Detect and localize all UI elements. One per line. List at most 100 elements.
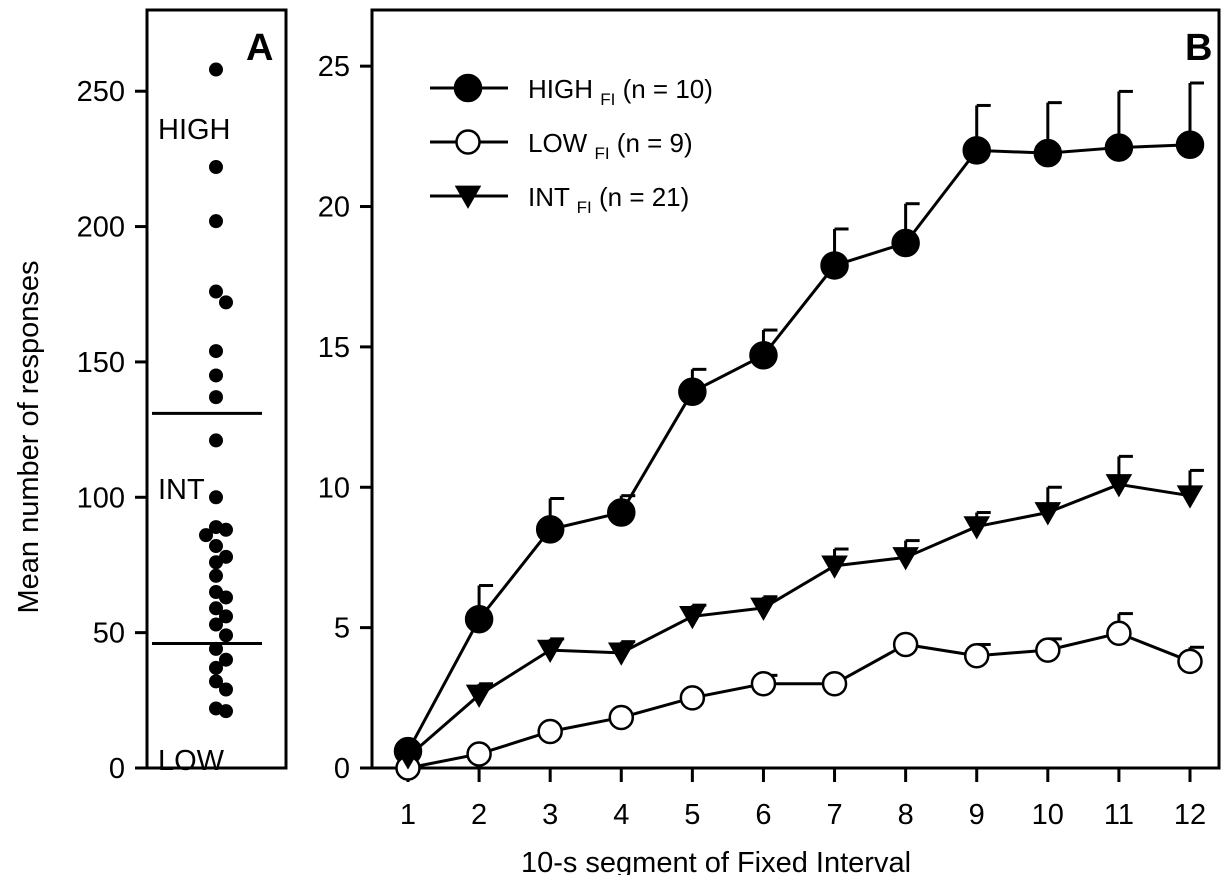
legend-item: INT FI (n = 21) — [430, 182, 689, 217]
data-point — [963, 516, 991, 540]
data-point — [891, 228, 920, 258]
legend-marker — [455, 129, 481, 155]
panel-a-point — [219, 522, 233, 537]
panel-a-y-tick-label: 0 — [109, 753, 125, 785]
data-point — [1106, 620, 1132, 646]
panel-a-letter: A — [246, 27, 273, 69]
panel-a-point — [209, 344, 223, 359]
data-point — [394, 746, 422, 770]
data-point — [750, 597, 777, 621]
panel-a-point — [209, 62, 223, 77]
panel-a-y-tick-label: 50 — [93, 618, 125, 650]
legend-marker — [453, 73, 483, 103]
panel-a-group-label: HIGH — [158, 114, 231, 146]
panel-a-point — [199, 528, 213, 543]
legend-subscript: FI — [600, 90, 615, 109]
data-point — [535, 515, 565, 544]
panel-b-x-tick-label: 5 — [684, 799, 700, 831]
data-point — [963, 642, 990, 669]
panel-a-y-tick-label: 150 — [77, 347, 125, 379]
panel-b-letter: B — [1185, 27, 1212, 69]
panel-a-point — [209, 555, 223, 570]
panel-a-point — [209, 490, 223, 505]
panel-a-point — [209, 641, 223, 656]
series-int — [394, 454, 1204, 770]
panel-a: A 0 50 100 150 200 250 HIGH INT LOW — [77, 8, 288, 785]
data-point — [1033, 138, 1063, 168]
panel-a-point — [209, 160, 223, 175]
data-point — [750, 671, 777, 697]
panel-b-x-tick-label: 7 — [826, 799, 842, 831]
panel-b-x-tick-label: 10 — [1032, 799, 1064, 831]
panel-b-y-tick-label: 20 — [318, 192, 350, 224]
data-point — [678, 377, 707, 407]
series-high — [393, 81, 1205, 766]
panel-b-y-tick-label: 0 — [334, 753, 350, 785]
y-axis-label: Mean number of responses — [13, 260, 45, 613]
data-point — [1035, 637, 1061, 663]
panel-b-y-ticks: 0 5 10 15 20 25 — [318, 51, 372, 785]
panel-a-point — [209, 214, 223, 229]
legend-n-label: (n = 21) — [592, 182, 690, 212]
panel-a-point — [209, 617, 223, 632]
data-point — [820, 251, 849, 280]
panel-a-points — [199, 62, 233, 719]
panel-b-x-tick-label: 12 — [1174, 799, 1206, 831]
panel-a-point — [209, 539, 223, 554]
data-point — [1105, 474, 1133, 498]
legend-n-label: (n = 9) — [610, 128, 693, 158]
legend-series-name: LOW — [528, 128, 594, 158]
panel-b-x-tick-label: 9 — [969, 799, 985, 831]
panel-b-x-ticks: 1 2 3 4 5 6 7 8 9 10 11 12 — [400, 768, 1206, 831]
panel-a-frame — [145, 8, 288, 770]
data-point — [892, 631, 919, 658]
legend-marker — [454, 185, 482, 209]
legend-series-name: HIGH — [528, 74, 600, 104]
data-point — [466, 741, 492, 767]
panel-a-point — [209, 284, 223, 299]
panel-a-y-tick-label: 200 — [77, 212, 125, 244]
panel-a-point — [209, 433, 223, 448]
data-point — [679, 685, 706, 711]
data-point — [607, 642, 635, 666]
legend-label: HIGH FI (n = 10) — [528, 74, 713, 109]
panel-a-point — [209, 390, 223, 405]
legend-series-name: INT — [528, 182, 577, 212]
panel-a-point — [209, 660, 223, 675]
data-point — [749, 341, 778, 370]
data-point — [1034, 502, 1062, 526]
panel-b-series — [393, 81, 1205, 781]
data-point — [1175, 130, 1205, 160]
data-point — [1176, 485, 1204, 509]
legend: HIGH FI (n = 10) LOW FI (n = 9) INT FI (n … — [430, 73, 713, 217]
panel-a-group-labels: HIGH INT LOW — [158, 114, 231, 777]
panel-b-y-tick-label: 10 — [318, 472, 350, 504]
legend-item: LOW FI (n = 9) — [430, 128, 693, 163]
series-line — [407, 631, 1191, 770]
data-point — [679, 606, 706, 630]
data-point — [607, 498, 636, 527]
legend-subscript: FI — [594, 144, 609, 163]
data-point — [892, 547, 919, 571]
panel-b-x-tick-label: 6 — [755, 799, 771, 831]
panel-a-point — [219, 652, 233, 667]
data-point — [1177, 648, 1203, 675]
legend-subscript: FI — [577, 198, 592, 217]
x-axis-label: 10-s segment of Fixed Interval — [521, 847, 911, 875]
panel-b-y-tick-label: 5 — [334, 613, 350, 645]
legend-label: INT FI (n = 21) — [528, 182, 689, 217]
panel-a-point — [219, 295, 233, 310]
data-point — [821, 671, 848, 697]
panel-b-x-tick-label: 1 — [400, 799, 416, 831]
legend-item: HIGH FI (n = 10) — [430, 73, 713, 109]
panel-a-point — [209, 601, 223, 616]
panel-a-group-label: INT — [158, 474, 205, 506]
series-line — [406, 143, 1191, 752]
panel-b-x-tick-label: 4 — [613, 799, 629, 831]
panel-a-point — [209, 368, 223, 383]
data-point — [465, 684, 493, 708]
panel-b-y-tick-label: 15 — [318, 332, 350, 364]
panel-a-point — [209, 674, 223, 689]
series-low — [395, 612, 1204, 781]
